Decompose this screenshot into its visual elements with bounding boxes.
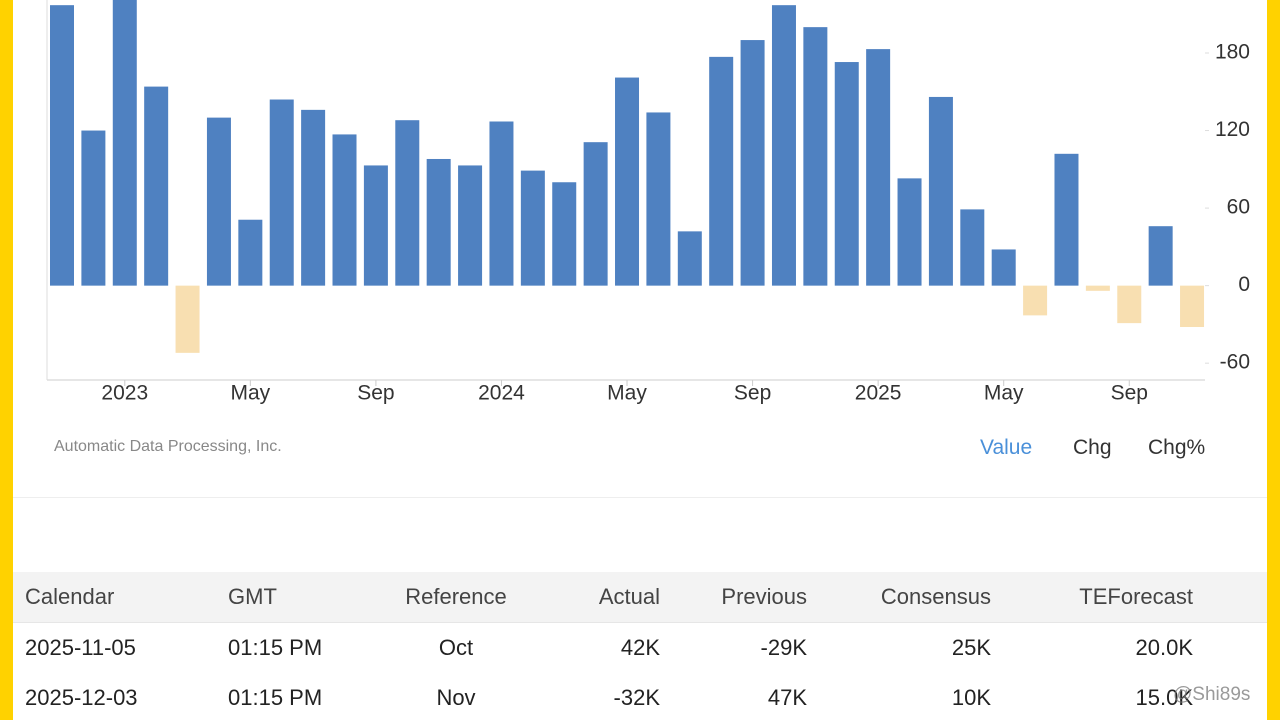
- table-cell: 42K: [620, 635, 660, 660]
- bar: [458, 165, 483, 286]
- bar: [677, 231, 702, 286]
- bar: [81, 130, 106, 286]
- bar: [332, 134, 357, 286]
- x-tick-label: 2023: [101, 382, 148, 405]
- table-row: 2025-12-03 01:15 PM Nov -32K 47K 10K 15.0K: [13, 673, 1267, 720]
- table-cell: -32K: [613, 685, 660, 710]
- bar: [866, 49, 891, 286]
- bar: [615, 77, 640, 286]
- x-tick-label: Sep: [1111, 382, 1148, 405]
- bar: [803, 27, 828, 286]
- bar: [175, 285, 200, 353]
- table-cell: Nov: [436, 685, 476, 710]
- tab[interactable]: Chg: [1073, 436, 1112, 459]
- bar: [206, 117, 231, 286]
- bar: [301, 109, 326, 286]
- bar: [1085, 285, 1110, 291]
- bar: [1180, 285, 1205, 328]
- bar: [1117, 285, 1142, 324]
- table-row: 2025-11-05 01:15 PM Oct 42K -29K 25K 20.0K: [13, 623, 1267, 674]
- bar: [1054, 153, 1079, 286]
- table-row: Calendar GMT Reference Actual Previous Consen…: [13, 572, 1267, 623]
- bar: [395, 120, 420, 286]
- header-cell: Reference: [405, 584, 507, 609]
- bar: [740, 40, 765, 286]
- bar: [771, 5, 796, 286]
- x-tick-label: May: [984, 382, 1024, 405]
- header-cell: Actual: [598, 584, 660, 609]
- y-tick-label: 0: [1238, 273, 1250, 296]
- bar: [489, 121, 514, 286]
- bar: [1148, 226, 1173, 286]
- bar: [960, 209, 985, 286]
- table-cell: Oct: [438, 635, 474, 660]
- tab[interactable]: Chg%: [1148, 436, 1206, 459]
- x-tick-label: Sep: [734, 382, 771, 405]
- table-cell: 01:15 PM: [228, 685, 323, 710]
- x-tick-label: May: [607, 382, 647, 405]
- y-tick-label: 120: [1215, 118, 1250, 141]
- table-cell: -29K: [760, 635, 807, 660]
- table-cell: 2025-11-05: [25, 635, 136, 660]
- bar: [520, 170, 545, 286]
- header-cell: GMT: [228, 584, 277, 609]
- bar: [1023, 285, 1048, 316]
- bar: [144, 86, 169, 286]
- bar: [552, 182, 577, 286]
- y-tick-label: 60: [1227, 196, 1250, 219]
- table-cell: 2025-12-03: [25, 685, 138, 710]
- bar: [991, 249, 1016, 286]
- header-cell: Previous: [721, 584, 807, 609]
- bar: [269, 99, 294, 286]
- x-tick-label: 2024: [478, 382, 525, 405]
- x-tick-label: May: [230, 382, 270, 405]
- bar: [238, 219, 263, 286]
- watermark: @Shi89s: [1173, 684, 1251, 705]
- header-cell: TEForecast: [1079, 584, 1193, 609]
- bar: [583, 142, 608, 286]
- table-cell: 25K: [951, 635, 991, 660]
- bar: [50, 5, 74, 286]
- divider: [13, 497, 1267, 498]
- table-cell: 15.0K: [1135, 685, 1194, 710]
- bar: [897, 178, 922, 286]
- table: Calendar GMT Reference Actual Previous Consen…: [13, 572, 1267, 720]
- x-tick-label: 2025: [855, 382, 902, 405]
- bar: [363, 165, 388, 286]
- table-cell: 01:15 PM: [228, 635, 323, 660]
- bar: [646, 112, 671, 286]
- table-cell: 20.0K: [1135, 635, 1194, 660]
- x-tick-label: Sep: [357, 382, 394, 405]
- header-cell: Calendar: [25, 584, 115, 609]
- bar: [426, 158, 451, 286]
- y-tick-label: -60: [1220, 351, 1250, 374]
- table-cell: 10K: [951, 685, 991, 710]
- bar: [928, 96, 953, 286]
- bar: [112, 0, 137, 286]
- chart: -60 0 60 120 180 2023 May Sep 2024 May Sep 2025 May S…: [46, 0, 1250, 405]
- y-tick-label: 180: [1215, 41, 1250, 64]
- tab[interactable]: Value: [980, 436, 1033, 459]
- table-cell: 47K: [767, 685, 807, 710]
- page: -60 0 60 120 180 2023 May Sep 2024 May Sep 2025 May S…: [13, 0, 1267, 720]
- source: Automatic Data Processing, Inc.: [54, 438, 282, 455]
- header-cell: Consensus: [880, 584, 991, 609]
- bar: [834, 62, 859, 286]
- bar: [709, 56, 734, 286]
